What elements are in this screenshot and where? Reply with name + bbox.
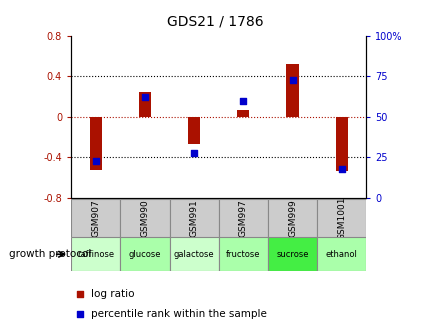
Bar	[187, 117, 200, 144]
Text: GDS21 / 1786: GDS21 / 1786	[167, 15, 263, 29]
Text: GSM907: GSM907	[91, 199, 100, 237]
Text: GSM990: GSM990	[140, 199, 149, 237]
Text: ethanol: ethanol	[325, 250, 357, 259]
Bar	[218, 237, 267, 271]
Bar	[169, 237, 218, 271]
Text: galactose: galactose	[173, 250, 214, 259]
Point	[141, 95, 148, 100]
Text: fructose: fructose	[226, 250, 260, 259]
Point	[240, 98, 246, 103]
Text: GSM997: GSM997	[238, 199, 247, 237]
Bar	[316, 199, 366, 237]
Text: GSM999: GSM999	[287, 199, 296, 237]
Bar	[71, 199, 120, 237]
Bar	[267, 199, 316, 237]
Bar	[169, 199, 218, 237]
Bar	[237, 110, 249, 117]
Text: raffinose: raffinose	[77, 250, 114, 259]
Text: glucose: glucose	[129, 250, 161, 259]
Bar	[218, 199, 267, 237]
Text: percentile rank within the sample: percentile rank within the sample	[90, 309, 266, 319]
Point	[76, 292, 83, 297]
Text: sucrose: sucrose	[276, 250, 308, 259]
Point	[190, 150, 197, 155]
Point	[92, 158, 99, 163]
Bar	[138, 92, 151, 117]
Point	[289, 77, 295, 82]
Bar	[286, 64, 298, 117]
Text: GSM1001: GSM1001	[336, 197, 345, 240]
Point	[76, 311, 83, 317]
Text: GSM991: GSM991	[189, 199, 198, 237]
Bar	[267, 237, 316, 271]
Bar	[120, 199, 169, 237]
Point	[338, 166, 344, 171]
Bar	[335, 117, 347, 170]
Text: growth protocol: growth protocol	[9, 249, 91, 259]
Bar	[71, 237, 120, 271]
Bar	[89, 117, 101, 169]
Bar	[316, 237, 366, 271]
Bar	[120, 237, 169, 271]
Text: log ratio: log ratio	[90, 289, 134, 299]
